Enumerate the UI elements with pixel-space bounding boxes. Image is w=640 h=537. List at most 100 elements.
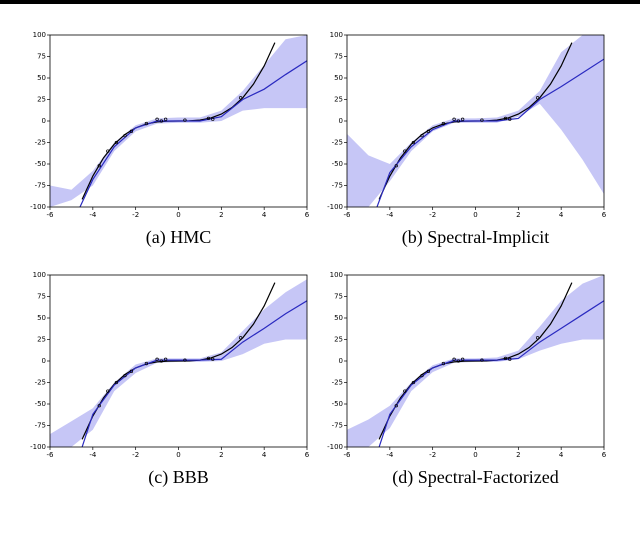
line: [378, 300, 604, 447]
y-tick-label: 25: [334, 96, 343, 104]
x-tick-label: 2: [219, 451, 223, 459]
data-point: [461, 357, 465, 361]
x-tick-label: -4: [89, 211, 97, 219]
data-point: [159, 119, 164, 123]
x-tick-label: -4: [386, 451, 394, 459]
data-point: [480, 118, 484, 122]
x-tick-label: -4: [89, 451, 97, 459]
data-point: [403, 389, 407, 393]
y-tick-label: -50: [35, 400, 46, 408]
data-point: [411, 140, 416, 145]
data-point: [106, 149, 110, 153]
data-point: [480, 358, 484, 362]
data-point: [441, 121, 446, 126]
line: [376, 58, 604, 207]
y-tick-label: -75: [35, 182, 46, 190]
data-point: [461, 117, 465, 121]
x-tick-label: -6: [47, 451, 55, 459]
data-point: [456, 359, 461, 363]
x-tick-label: 2: [516, 211, 520, 219]
data-point: [508, 117, 512, 121]
plot-area: [50, 35, 307, 207]
x-tick-label: 4: [262, 211, 267, 219]
y-tick-label: 25: [334, 336, 343, 344]
y-tick-label: 25: [37, 336, 46, 344]
y-tick-label: -75: [35, 422, 46, 430]
data-point: [129, 369, 134, 373]
data-point: [420, 133, 424, 138]
data-point: [394, 164, 398, 168]
data-point: [159, 359, 164, 363]
data-point: [123, 373, 127, 378]
x-tick-label: 2: [516, 451, 520, 459]
x-tick-label: -6: [344, 451, 352, 459]
y-tick-label: -25: [35, 139, 46, 147]
data-point: [452, 357, 456, 361]
data-point: [114, 140, 119, 145]
data-point: [106, 389, 110, 393]
y-tick-label: -50: [332, 400, 343, 408]
uncertainty-band: [50, 279, 307, 447]
line: [378, 282, 573, 440]
x-tick-label: 4: [262, 451, 267, 459]
data-point: [441, 361, 446, 366]
data-point: [206, 356, 211, 361]
y-tick-label: 0: [42, 117, 46, 125]
data-point: [411, 380, 416, 385]
data-point: [144, 121, 149, 126]
x-tick-label: 6: [602, 211, 607, 219]
y-tick-label: -100: [30, 443, 46, 451]
y-tick-label: 75: [37, 53, 46, 61]
x-tick-label: 6: [305, 211, 310, 219]
caption: (c) BBB: [148, 467, 209, 488]
data-point: [426, 369, 431, 373]
data-point: [123, 133, 127, 138]
data-point: [144, 361, 149, 366]
plot-area: [347, 35, 604, 207]
x-tick-label: -4: [386, 211, 394, 219]
data-point: [420, 373, 424, 378]
x-tick-label: -2: [132, 451, 139, 459]
x-tick-label: -2: [429, 211, 436, 219]
line: [79, 60, 307, 207]
y-tick-label: 50: [334, 314, 343, 322]
y-tick-label: -50: [35, 160, 46, 168]
x-tick-label: 0: [176, 451, 180, 459]
data-point: [238, 336, 243, 340]
data-point: [97, 404, 101, 408]
data-point: [535, 96, 540, 100]
line: [81, 300, 307, 447]
data-point: [535, 336, 540, 340]
y-tick-label: -25: [332, 379, 343, 387]
data-point: [183, 118, 187, 122]
y-tick-label: 75: [37, 293, 46, 301]
x-tick-label: 0: [473, 211, 477, 219]
x-tick-label: 2: [219, 211, 223, 219]
y-tick-label: 0: [339, 357, 343, 365]
plot-area: [50, 279, 307, 447]
y-tick-label: -25: [35, 379, 46, 387]
x-tick-label: -6: [47, 211, 55, 219]
y-tick-label: 100: [330, 271, 343, 279]
data-point: [155, 117, 159, 121]
caption: (b) Spectral-Implicit: [402, 227, 549, 248]
data-point: [238, 96, 243, 100]
data-point: [456, 119, 461, 123]
y-tick-label: 75: [334, 293, 343, 301]
data-point: [155, 357, 159, 361]
data-point: [211, 357, 215, 361]
data-point: [211, 117, 215, 121]
data-point: [503, 356, 508, 361]
x-tick-label: 4: [559, 211, 564, 219]
data-point: [114, 380, 119, 385]
x-tick-label: -2: [132, 211, 139, 219]
data-point: [452, 117, 456, 121]
plot-area: [347, 275, 604, 447]
x-tick-label: -2: [429, 451, 436, 459]
x-tick-label: 6: [305, 451, 310, 459]
caption: (d) Spectral-Factorized: [392, 467, 558, 488]
y-tick-label: 100: [330, 31, 343, 39]
y-tick-label: 0: [339, 117, 343, 125]
data-point: [97, 164, 101, 168]
